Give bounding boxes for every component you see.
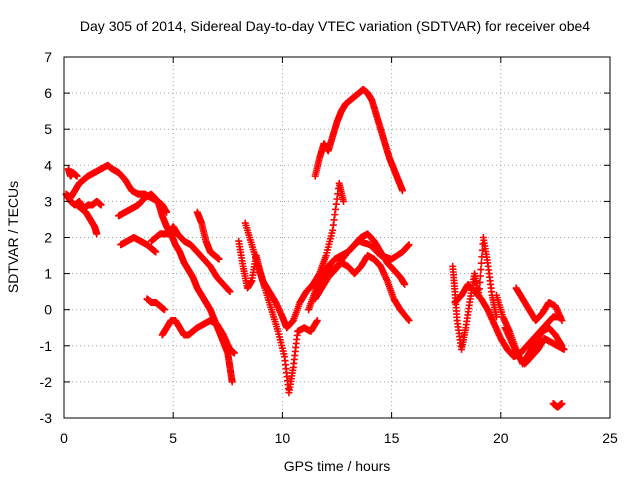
series-track-t xyxy=(501,324,568,368)
series-track-g xyxy=(147,223,234,296)
data-point xyxy=(405,241,413,249)
y-tick-label: 5 xyxy=(44,121,52,137)
data-point xyxy=(230,349,238,357)
y-tick-label: 2 xyxy=(44,230,52,246)
series-track-m xyxy=(305,230,409,314)
data-point xyxy=(73,172,81,180)
x-tick-label: 20 xyxy=(493,430,509,446)
series-track-n xyxy=(311,252,413,325)
y-tick-label: 7 xyxy=(44,49,52,65)
data-point xyxy=(405,317,413,325)
series-track-p xyxy=(322,237,413,278)
x-axis-label: GPS time / hours xyxy=(284,458,391,474)
data-point xyxy=(558,400,566,408)
y-tick-label: 6 xyxy=(44,85,52,101)
data-point xyxy=(93,230,101,238)
series-track-v xyxy=(549,400,566,411)
y-axis-ticks: -3 -2 -1 0 1 2 3 4 5 6 7 xyxy=(40,49,610,426)
data-point xyxy=(476,272,484,280)
data-point xyxy=(160,306,168,314)
data-point xyxy=(313,317,321,325)
y-tick-label: 1 xyxy=(44,266,52,282)
data-point xyxy=(152,248,160,256)
data-point xyxy=(560,345,568,353)
x-tick-label: 25 xyxy=(602,430,618,446)
data-point xyxy=(340,197,348,205)
data-point xyxy=(558,317,566,325)
x-axis-ticks: 0 5 10 15 20 25 xyxy=(60,57,618,446)
series-track-f xyxy=(117,234,160,256)
series-track-o xyxy=(311,85,407,195)
data-point xyxy=(492,313,500,321)
data-point xyxy=(399,187,407,195)
series-track-j xyxy=(193,208,223,263)
x-tick-label: 10 xyxy=(275,430,291,446)
data-marks xyxy=(62,85,568,411)
x-tick-label: 15 xyxy=(384,430,400,446)
y-axis-label: SDTVAR / TECUs xyxy=(5,181,21,293)
y-tick-label: -3 xyxy=(40,410,53,426)
data-point xyxy=(226,288,234,296)
data-point xyxy=(476,278,484,286)
data-point xyxy=(97,201,105,209)
y-tick-label: -2 xyxy=(40,374,53,390)
y-tick-label: 0 xyxy=(44,302,52,318)
series-track-u xyxy=(512,284,566,325)
data-point xyxy=(228,378,236,386)
y-tick-label: 3 xyxy=(44,193,52,209)
y-tick-label: 4 xyxy=(44,157,52,173)
x-tick-label: 0 xyxy=(60,430,68,446)
series-track-c xyxy=(64,165,81,180)
series-track-d xyxy=(73,201,101,238)
series-track-h xyxy=(143,295,168,314)
data-point xyxy=(404,315,412,323)
series-track-k xyxy=(235,237,321,397)
data-point xyxy=(477,266,485,274)
data-point xyxy=(401,280,409,288)
data-point xyxy=(477,259,485,267)
x-tick-label: 5 xyxy=(169,430,177,446)
chart-title: Day 305 of 2014, Sidereal Day-to-day VTE… xyxy=(80,18,590,34)
y-tick-label: -1 xyxy=(40,338,53,354)
data-point xyxy=(475,285,483,293)
series-track-e xyxy=(115,190,171,220)
series-track-l xyxy=(241,179,348,332)
series-track-i xyxy=(158,317,238,357)
data-point xyxy=(215,255,223,263)
data-point xyxy=(163,208,171,216)
